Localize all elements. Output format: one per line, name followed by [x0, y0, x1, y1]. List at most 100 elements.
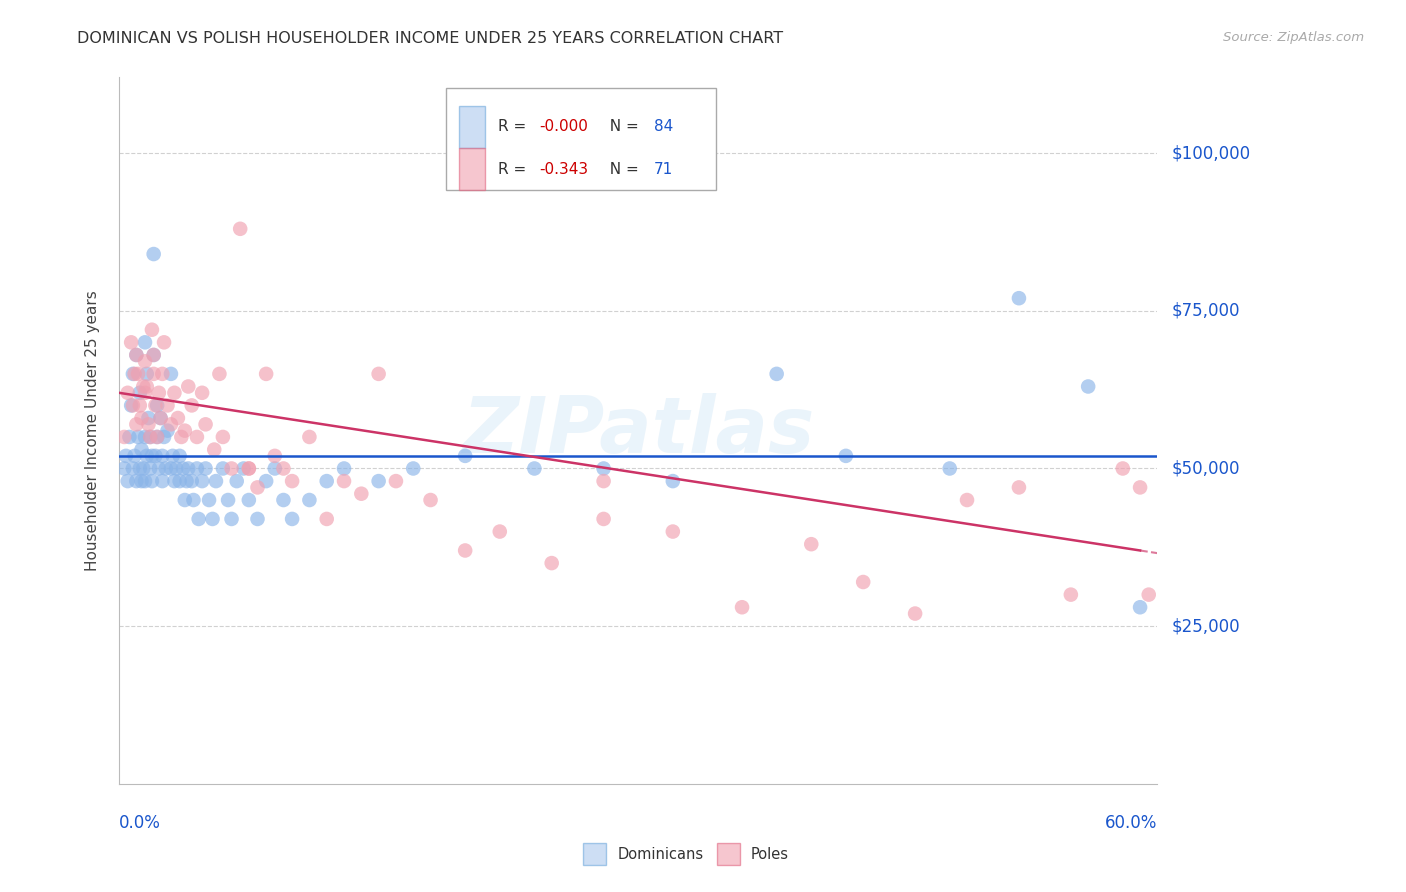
Point [146, 430, 169, 444]
Point [852, 574, 875, 589]
Point [221, 512, 243, 526]
Point [141, 323, 163, 337]
Point [177, 379, 200, 393]
Text: Poles: Poles [751, 847, 789, 862]
Point [1008, 480, 1031, 494]
Point [169, 449, 191, 463]
Point [592, 474, 614, 488]
Point [221, 461, 243, 475]
Point [156, 424, 179, 438]
Point [160, 417, 183, 432]
FancyBboxPatch shape [458, 148, 485, 191]
Point [162, 449, 184, 463]
Point [183, 493, 205, 508]
Point [835, 449, 858, 463]
Text: 84: 84 [654, 120, 673, 135]
Point [212, 430, 235, 444]
Point [186, 430, 208, 444]
Text: R =: R = [498, 161, 531, 177]
Text: 71: 71 [654, 161, 673, 177]
Point [155, 461, 177, 475]
Point [139, 461, 162, 475]
Point [402, 461, 425, 475]
Text: -0.343: -0.343 [540, 161, 589, 177]
Point [315, 474, 337, 488]
Point [1129, 600, 1152, 615]
Point [592, 512, 614, 526]
Point [156, 398, 179, 412]
Point [163, 474, 186, 488]
Point [1008, 291, 1031, 305]
Text: N =: N = [600, 120, 644, 135]
Point [139, 430, 162, 444]
Point [169, 474, 191, 488]
Point [167, 411, 190, 425]
Point [131, 474, 153, 488]
Point [238, 461, 260, 475]
Point [800, 537, 823, 551]
Text: $50,000: $50,000 [1171, 459, 1240, 477]
Point [139, 430, 162, 444]
Point [232, 461, 254, 475]
Point [135, 449, 157, 463]
Point [187, 512, 209, 526]
Point [125, 417, 148, 432]
Text: 60.0%: 60.0% [1105, 814, 1157, 832]
Point [540, 556, 562, 570]
Point [134, 385, 156, 400]
Point [246, 480, 269, 494]
Point [141, 474, 163, 488]
Point [112, 430, 135, 444]
Point [177, 461, 200, 475]
Point [238, 461, 260, 475]
Point [194, 417, 217, 432]
Point [225, 474, 247, 488]
Point [1129, 480, 1152, 494]
Point [134, 474, 156, 488]
Point [134, 335, 156, 350]
Point [125, 348, 148, 362]
Point [523, 461, 546, 475]
Point [273, 461, 295, 475]
Point [173, 493, 195, 508]
Point [350, 486, 373, 500]
Point [662, 524, 685, 539]
Point [127, 430, 149, 444]
Point [592, 461, 614, 475]
Point [281, 512, 304, 526]
Point [662, 474, 685, 488]
Point [149, 411, 172, 425]
Text: DOMINICAN VS POLISH HOUSEHOLDER INCOME UNDER 25 YEARS CORRELATION CHART: DOMINICAN VS POLISH HOUSEHOLDER INCOME U… [77, 31, 783, 46]
Point [217, 493, 239, 508]
Point [122, 461, 145, 475]
Point [254, 474, 277, 488]
Point [163, 385, 186, 400]
Point [146, 430, 169, 444]
Point [145, 398, 167, 412]
Text: R =: R = [498, 120, 531, 135]
Point [731, 600, 754, 615]
Point [118, 430, 141, 444]
Point [765, 367, 787, 381]
Point [146, 398, 169, 412]
Point [180, 398, 202, 412]
Point [149, 411, 172, 425]
Point [153, 335, 176, 350]
Point [202, 442, 225, 457]
Point [124, 367, 146, 381]
Point [122, 398, 145, 412]
Point [122, 367, 145, 381]
Point [194, 461, 217, 475]
Point [150, 367, 173, 381]
Text: $75,000: $75,000 [1171, 301, 1240, 320]
Point [134, 430, 156, 444]
Point [1060, 588, 1083, 602]
Point [120, 335, 142, 350]
Point [148, 461, 170, 475]
Point [419, 493, 441, 508]
Point [1112, 461, 1135, 475]
Text: $100,000: $100,000 [1171, 145, 1250, 162]
Point [115, 449, 138, 463]
Point [212, 461, 235, 475]
Point [298, 493, 321, 508]
